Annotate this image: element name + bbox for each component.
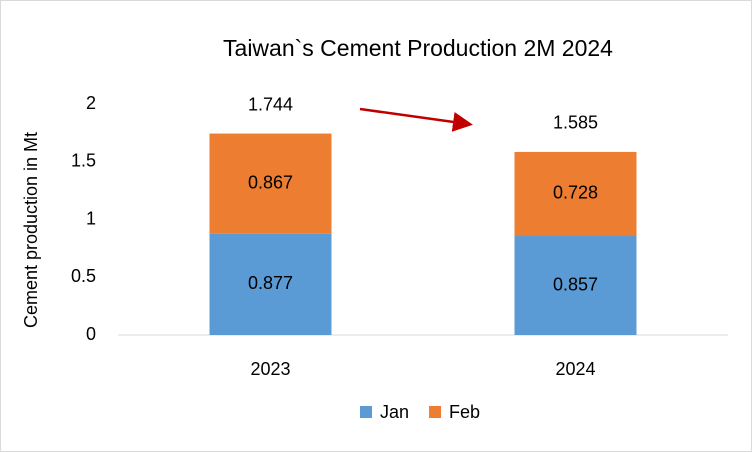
y-tick-label: 2 xyxy=(86,93,96,113)
value-label: 0.857 xyxy=(553,274,598,294)
value-label: 0.728 xyxy=(553,183,598,203)
x-tick-label: 2023 xyxy=(250,359,290,379)
bar-segment xyxy=(209,133,332,234)
x-tick-label: 2024 xyxy=(555,359,595,379)
y-axis-title: Cement production in Mt xyxy=(21,132,41,328)
bar-segment xyxy=(514,151,637,237)
bar-segment xyxy=(514,236,637,335)
legend-swatch xyxy=(429,406,442,418)
legend-label: Jan xyxy=(380,402,409,422)
legend-swatch xyxy=(360,406,372,418)
y-tick-label: 0 xyxy=(86,324,96,344)
value-label: 0.877 xyxy=(248,273,293,293)
y-tick-label: 1 xyxy=(86,208,96,228)
y-tick-label: 0.5 xyxy=(71,266,96,286)
chart-title: Taiwan`s Cement Production 2M 2024 xyxy=(223,35,613,61)
legend-label: Feb xyxy=(449,402,480,422)
bar-segment xyxy=(209,233,332,335)
trend-arrow xyxy=(359,107,473,132)
total-label: 1.744 xyxy=(248,94,293,114)
value-label: 0.867 xyxy=(248,172,293,192)
y-tick-label: 1.5 xyxy=(71,151,96,171)
total-label: 1.585 xyxy=(553,113,598,133)
